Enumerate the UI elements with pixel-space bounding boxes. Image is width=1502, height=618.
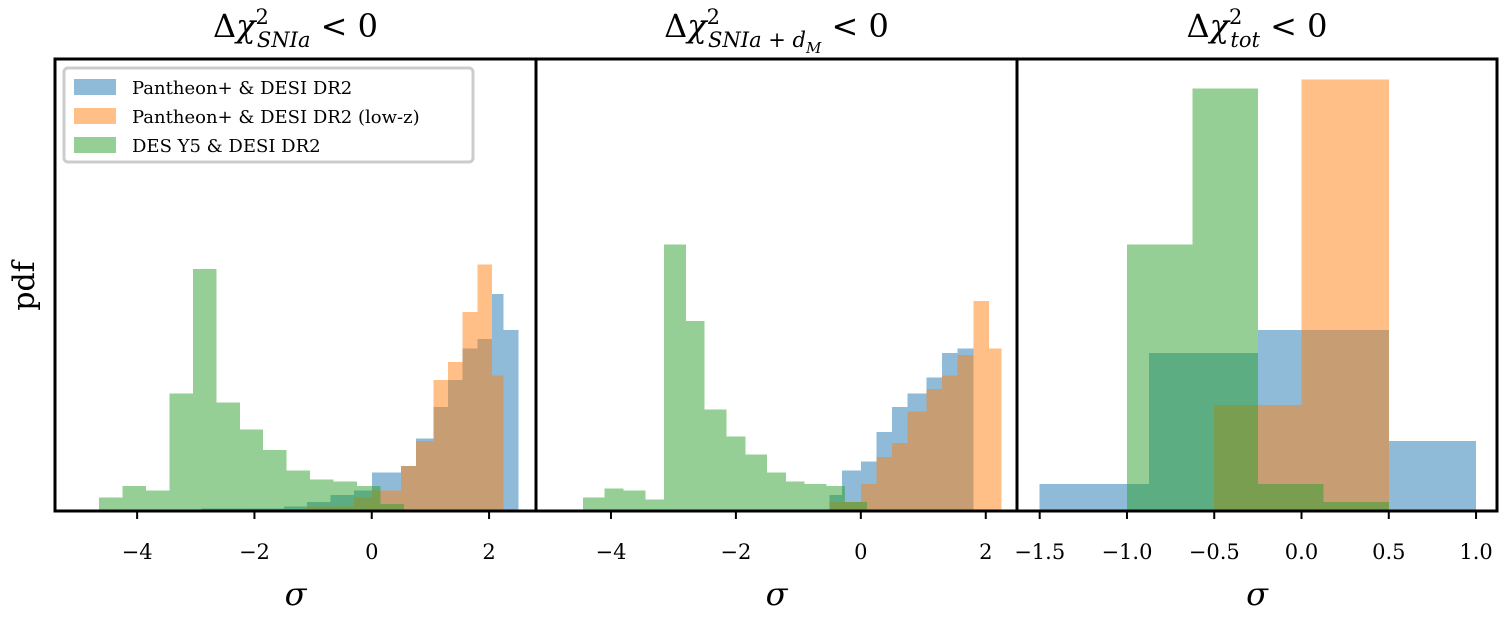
histogram-bar	[745, 454, 768, 511]
legend-frame	[62, 66, 475, 164]
series-2	[767, 300, 1002, 511]
histogram-bar	[492, 375, 504, 511]
x-tick-label: −4	[595, 540, 626, 564]
histogram-bar	[842, 470, 861, 511]
histogram-bar	[503, 330, 519, 511]
histogram-bar	[767, 472, 786, 511]
x-tick-label: −2	[239, 540, 270, 564]
histogram-bar	[192, 269, 217, 511]
series-3	[582, 244, 868, 511]
histogram-bar	[685, 321, 705, 511]
histogram-bar	[988, 348, 1002, 511]
histogram-bar	[926, 388, 943, 511]
histogram-bar	[582, 497, 605, 511]
panel-title: Δχ2 tot < 0	[1187, 5, 1328, 52]
histogram-bar	[263, 449, 287, 511]
panel-2: −4 −2 0 2 σ Δχ2 SNIa + dM < 0	[534, 5, 1019, 613]
histogram-bar	[1126, 244, 1193, 511]
panel-1: −4 −2 0 2 σ Δχ2 SNIa < 0	[53, 5, 538, 613]
histogram-bar	[604, 488, 624, 511]
histogram-bar	[216, 402, 240, 511]
legend-label: DES Y5 & DESI DR2	[132, 136, 321, 157]
histogram-bar	[415, 440, 434, 511]
panel-title: Δχ2 SNIa + dM < 0	[664, 5, 889, 57]
histogram-bar	[433, 379, 449, 511]
histogram-bar	[876, 456, 893, 511]
histogram-bar	[623, 490, 646, 511]
histogram-bar	[122, 486, 146, 511]
histogram-bar	[704, 409, 727, 511]
histogram-bar	[645, 499, 665, 511]
histogram-bar	[942, 375, 958, 511]
legend-swatch	[74, 137, 116, 153]
histogram-bar	[448, 361, 463, 511]
panel-title: Δχ2 SNIa < 0	[213, 5, 378, 52]
y-axis-label: pdf	[7, 259, 42, 310]
histogram-bar	[462, 312, 478, 511]
histogram-bar	[1257, 483, 1324, 511]
x-tick-label: 0	[854, 540, 867, 564]
histogram-bar	[310, 479, 334, 511]
histogram-bar	[957, 355, 974, 511]
x-tick-label: 0.5	[1372, 540, 1405, 564]
legend: Pantheon+ & DESI DR2 Pantheon+ & DESI DR2…	[62, 66, 475, 164]
histogram-bar	[333, 481, 358, 511]
x-tick-label: −1.5	[1014, 540, 1065, 564]
histogram-bar	[380, 504, 405, 511]
histogram-bar	[845, 501, 868, 511]
histogram-bar	[785, 481, 805, 511]
histogram-bar	[1323, 501, 1389, 511]
x-tick-label: 1.0	[1459, 540, 1492, 564]
histogram-bar	[1301, 79, 1389, 511]
histogram-bar	[892, 443, 908, 511]
panel-3: −1.5 −1.0 −0.5 0.0 0.5 1.0 σ Δχ2 tot < 0	[1014, 5, 1499, 613]
series-3	[98, 269, 405, 511]
histogram-bar	[1388, 440, 1477, 511]
histogram-bar	[804, 483, 827, 511]
histogram-bar	[169, 393, 193, 511]
histogram-bar	[826, 486, 846, 511]
histogram-bar	[98, 497, 123, 511]
histogram-bar	[726, 436, 746, 511]
histogram-bar	[357, 486, 381, 511]
histogram-bar	[1192, 88, 1258, 511]
histogram-bar	[239, 429, 264, 511]
histogram-bar	[286, 470, 311, 511]
series-3	[1126, 88, 1389, 511]
x-tick-label: 0.0	[1285, 540, 1318, 564]
histogram-bar	[973, 300, 989, 511]
histogram-bar	[1039, 483, 1127, 511]
x-tick-label: −4	[122, 540, 153, 564]
legend-swatch	[74, 79, 116, 95]
x-tick-label: 2	[979, 540, 992, 564]
x-tick-label: −0.5	[1189, 540, 1240, 564]
axes-frame	[1015, 57, 1499, 513]
x-tick-label: 0	[365, 540, 378, 564]
x-axis-label: σ	[285, 575, 308, 613]
x-axis-label: σ	[766, 575, 789, 613]
histogram-bar	[907, 411, 927, 511]
histogram-bar	[145, 490, 170, 511]
legend-swatch	[74, 108, 116, 124]
x-tick-label: 2	[482, 540, 495, 564]
x-axis-label: σ	[1246, 575, 1269, 613]
x-tick-label: −1.0	[1101, 540, 1152, 564]
legend-label: Pantheon+ & DESI DR2 (low-z)	[132, 107, 420, 128]
histogram-bar	[477, 264, 493, 511]
histogram-bar	[401, 465, 416, 511]
x-tick-label: −2	[720, 540, 751, 564]
histogram-bar	[664, 244, 686, 511]
legend-label: Pantheon+ & DESI DR2	[132, 78, 352, 99]
